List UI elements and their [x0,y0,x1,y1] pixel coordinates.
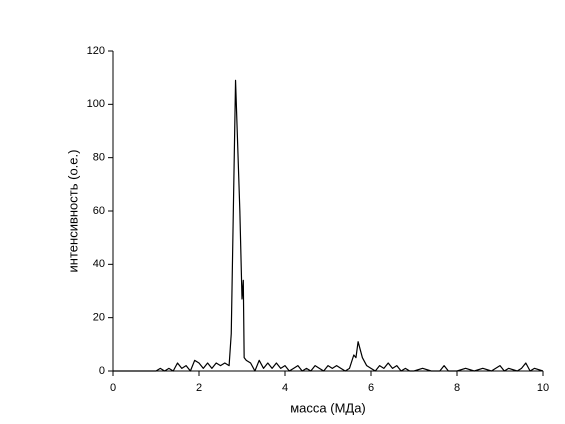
y-tick-label: 80 [93,152,105,164]
x-tick-label: 2 [196,382,202,394]
y-tick-label: 0 [99,365,105,377]
y-tick-label: 120 [87,45,105,57]
x-tick-label: 6 [368,382,374,394]
y-axis-label: интенсивность (о.е.) [65,150,80,273]
y-tick-label: 60 [93,205,105,217]
x-tick-label: 4 [282,382,288,394]
x-tick-label: 10 [537,382,549,394]
y-tick-label: 20 [93,312,105,324]
x-tick-label: 8 [454,382,460,394]
data-line [113,79,544,372]
y-tick-label: 40 [93,258,105,270]
x-axis-label: масса (МДа) [290,400,366,415]
x-tick-label: 0 [110,382,116,394]
y-tick-label: 100 [87,98,105,110]
